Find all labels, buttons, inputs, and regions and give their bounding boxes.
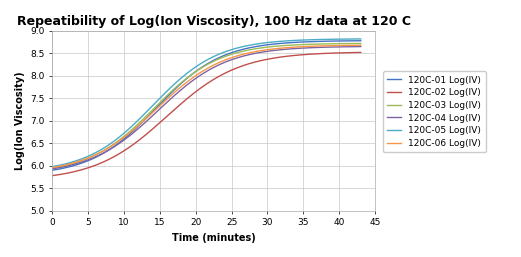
120C-04 Log(IV) [255, 51, 262, 54]
120C-02 Log(IV) [49, 174, 55, 177]
Y-axis label: Log(Ion Viscosity): Log(Ion Viscosity) [15, 71, 24, 170]
120C-06 Log(IV) [49, 166, 55, 169]
120C-03 Log(IV) [281, 44, 288, 47]
120C-05 Log(IV) [281, 40, 288, 43]
Line: 120C-01 Log(IV): 120C-01 Log(IV) [52, 41, 361, 170]
120C-01 Log(IV) [189, 73, 195, 76]
120C-06 Log(IV) [189, 77, 195, 80]
120C-03 Log(IV) [49, 167, 55, 170]
120C-06 Log(IV) [231, 55, 237, 58]
120C-01 Log(IV) [357, 39, 364, 42]
120C-03 Log(IV) [255, 47, 262, 50]
120C-06 Log(IV) [281, 46, 288, 49]
120C-03 Log(IV) [128, 128, 134, 132]
Line: 120C-05 Log(IV): 120C-05 Log(IV) [52, 39, 361, 167]
120C-04 Log(IV) [281, 48, 288, 51]
120C-05 Log(IV) [104, 145, 110, 148]
120C-01 Log(IV) [49, 169, 55, 172]
Legend: 120C-01 Log(IV), 120C-02 Log(IV), 120C-03 Log(IV), 120C-04 Log(IV), 120C-05 Log(: 120C-01 Log(IV), 120C-02 Log(IV), 120C-0… [383, 71, 486, 152]
120C-05 Log(IV) [49, 165, 55, 168]
120C-03 Log(IV) [104, 147, 110, 150]
120C-01 Log(IV) [128, 131, 134, 134]
120C-02 Log(IV) [255, 60, 262, 63]
120C-04 Log(IV) [231, 57, 237, 60]
120C-06 Log(IV) [128, 130, 134, 133]
120C-06 Log(IV) [357, 44, 364, 47]
120C-05 Log(IV) [128, 125, 134, 128]
120C-05 Log(IV) [231, 47, 237, 50]
Line: 120C-02 Log(IV): 120C-02 Log(IV) [52, 52, 361, 176]
120C-02 Log(IV) [128, 144, 134, 147]
120C-02 Log(IV) [357, 51, 364, 54]
120C-04 Log(IV) [357, 45, 364, 48]
120C-04 Log(IV) [49, 167, 55, 170]
Line: 120C-04 Log(IV): 120C-04 Log(IV) [52, 47, 361, 169]
120C-02 Log(IV) [189, 93, 195, 96]
120C-01 Log(IV) [255, 45, 262, 48]
120C-01 Log(IV) [231, 50, 237, 53]
120C-02 Log(IV) [231, 68, 237, 71]
120C-04 Log(IV) [189, 80, 195, 83]
120C-01 Log(IV) [281, 42, 288, 45]
120C-02 Log(IV) [281, 55, 288, 58]
120C-06 Log(IV) [104, 147, 110, 150]
120C-06 Log(IV) [255, 50, 262, 53]
120C-03 Log(IV) [357, 42, 364, 45]
Line: 120C-03 Log(IV): 120C-03 Log(IV) [52, 43, 361, 168]
120C-04 Log(IV) [128, 133, 134, 136]
120C-02 Log(IV) [104, 159, 110, 162]
Title: Repeatibility of Log(Ion Viscosity), 100 Hz data at 120 C: Repeatibility of Log(Ion Viscosity), 100… [17, 15, 411, 28]
120C-04 Log(IV) [104, 150, 110, 153]
120C-05 Log(IV) [357, 37, 364, 40]
X-axis label: Time (minutes): Time (minutes) [172, 233, 255, 243]
120C-03 Log(IV) [189, 73, 195, 76]
120C-01 Log(IV) [104, 150, 110, 153]
120C-03 Log(IV) [231, 52, 237, 55]
120C-05 Log(IV) [189, 68, 195, 71]
120C-05 Log(IV) [255, 42, 262, 45]
Line: 120C-06 Log(IV): 120C-06 Log(IV) [52, 45, 361, 168]
